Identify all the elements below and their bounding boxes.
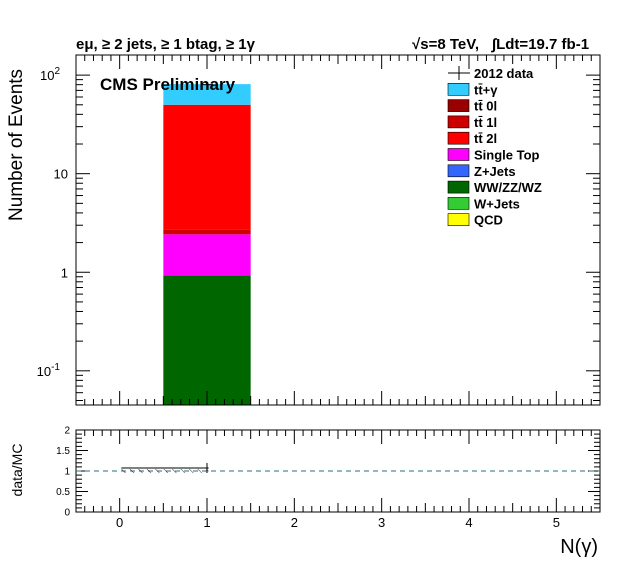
bar-segment-2	[163, 275, 251, 405]
legend-swatch-4	[447, 131, 470, 145]
ratio-y-axis-label: data/MC	[9, 444, 25, 497]
y-tick-label-1: 1	[61, 265, 68, 280]
ratio-y-tick-label-3: 1.5	[56, 446, 70, 457]
x-tick-labels: 0 1 2 3 4 5	[116, 515, 560, 530]
legend-swatch-3	[447, 115, 470, 129]
ratio-y-tick-label-1: 0.5	[56, 487, 70, 498]
legend-label-3: tt̄ 1l	[474, 115, 497, 130]
legend-swatch-9	[447, 213, 470, 226]
y-tick-label-0: 10-1	[37, 362, 61, 379]
main-x-ticks	[75, 55, 601, 405]
legend-label-8: W+Jets	[474, 196, 520, 211]
bar-segment-6	[163, 229, 251, 235]
main-panel: 10-1 1 10 102 CMS Preliminary 2012 datatt̄+…	[37, 54, 601, 406]
legend-label-2: tt̄ 0l	[474, 99, 497, 114]
main-y-ticks: 10-1 1 10 102	[37, 66, 600, 401]
selection-label: eμ, ≥ 2 jets, ≥ 1 btag, ≥ 1γ	[76, 36, 256, 53]
ratio-content	[76, 463, 600, 474]
y-tick-label-3: 102	[40, 66, 60, 83]
x-tick-label-1: 1	[203, 515, 210, 530]
ratio-y-tick-label-2: 1	[64, 467, 70, 478]
x-tick-label-2: 2	[291, 515, 298, 530]
legend-label-6: Z+Jets	[474, 164, 516, 179]
stacked-bars	[163, 84, 251, 405]
x-tick-label-0: 0	[116, 515, 123, 530]
ratio-y-tick-label-4: 2	[64, 426, 70, 437]
cms-label: CMS Preliminary	[100, 75, 236, 94]
bar-segment-4	[163, 234, 251, 276]
energy-label: √s=8 TeV,	[412, 36, 479, 53]
bar-segment-9	[163, 84, 251, 105]
legend-label-4: tt̄ 2l	[474, 131, 497, 146]
ratio-panel: 0 0.5 1 1.5 2	[56, 426, 601, 519]
x-tick-label-3: 3	[378, 515, 385, 530]
legend-swatch-6	[447, 164, 470, 178]
legend-swatch-5	[447, 148, 470, 161]
legend-label-0: 2012 data	[474, 66, 534, 81]
ratio-x-ticks	[75, 430, 601, 512]
x-tick-label-5: 5	[553, 515, 560, 530]
legend-label-9: QCD	[474, 213, 503, 228]
ratio-y-tick-label-0: 0	[64, 508, 70, 519]
lumi-label: ∫Ldt=19.7 fb-1	[491, 36, 589, 53]
ratio-uncertainty-band	[121, 468, 209, 474]
bar-segment-8	[163, 104, 251, 230]
legend-label-5: Single Top	[474, 148, 540, 163]
main-frame	[75, 54, 601, 406]
legend-label-1: tt̄+γ	[474, 82, 498, 97]
legend-label-7: WW/ZZ/WZ	[474, 180, 542, 195]
x-tick-label-4: 4	[465, 515, 472, 530]
legend-swatch-7	[447, 180, 470, 194]
legend-swatch-2	[447, 99, 470, 112]
x-axis-label: N(γ)	[560, 536, 598, 558]
legend-swatch-8	[447, 197, 470, 210]
legend-swatch-1	[447, 83, 470, 96]
y-tick-label-2: 10	[54, 167, 68, 182]
y-axis-label: Number of Events	[6, 69, 27, 221]
